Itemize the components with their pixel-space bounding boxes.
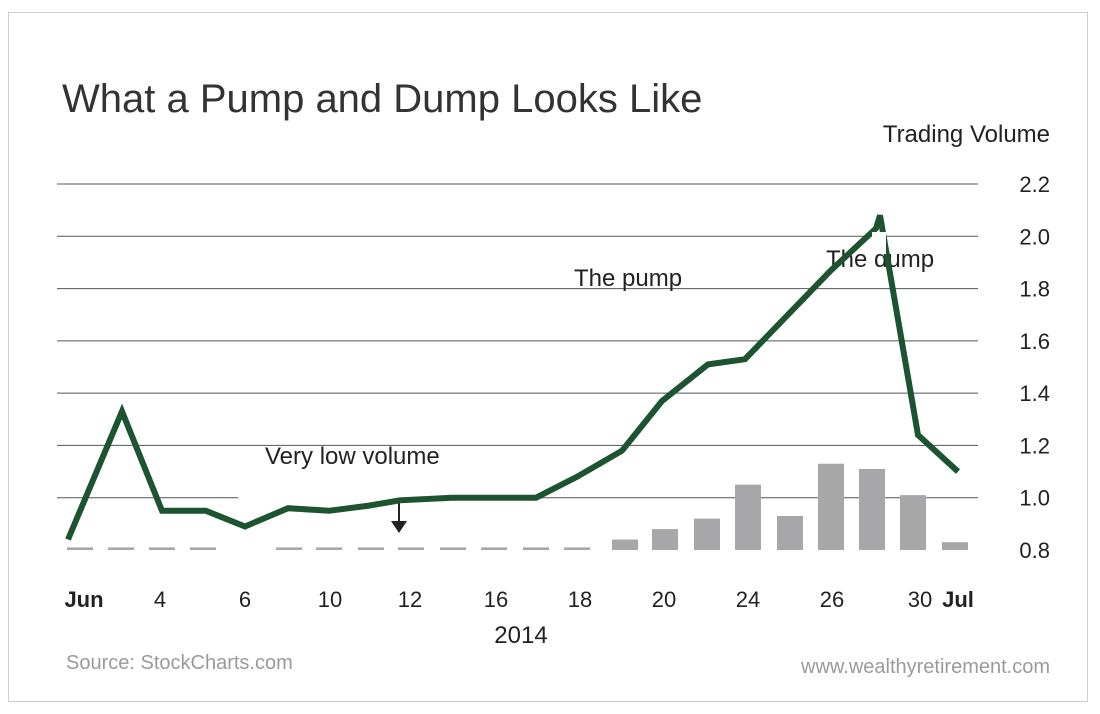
x-tick-label: 16	[484, 587, 508, 612]
volume-bar	[564, 547, 590, 550]
volume-bar	[652, 529, 678, 550]
chart-title: What a Pump and Dump Looks Like	[62, 77, 702, 121]
source-credit: Source: StockCharts.com	[66, 652, 293, 674]
y-tick-label: 1.0	[1019, 486, 1050, 511]
x-tick-label: 18	[568, 587, 592, 612]
volume-bar	[900, 495, 926, 550]
x-tick-label: 12	[398, 587, 422, 612]
x-tick-labels: Jun 4 6 10 12 16 18 20 24 26 30 Jul	[64, 587, 973, 612]
volume-bar	[735, 484, 761, 550]
volume-bar	[276, 547, 302, 550]
y-tick-label: 1.4	[1019, 381, 1050, 406]
y-tick-label: 1.2	[1019, 433, 1050, 458]
volume-bar	[942, 542, 968, 550]
volume-bar	[694, 518, 720, 550]
x-tick-label: 20	[652, 587, 676, 612]
y-tick-label: 0.8	[1019, 538, 1050, 563]
x-tick-label: 6	[239, 587, 251, 612]
volume-bar	[777, 516, 803, 550]
annotation-the-pump: The pump	[574, 265, 682, 292]
annotations: Very low volume The pump The dump	[265, 246, 934, 533]
x-axis-title: 2014	[494, 622, 547, 649]
volume-bars	[67, 463, 968, 550]
volume-bar	[316, 547, 342, 550]
annotation-very-low-volume: Very low volume	[265, 443, 440, 470]
chart-frame	[8, 12, 1088, 702]
volume-bar	[481, 547, 507, 550]
dump-label-gap	[872, 232, 886, 254]
volume-bar	[859, 468, 885, 550]
x-tick-label: 24	[736, 587, 760, 612]
y-tick-labels: 2.2 2.0 1.8 1.6 1.4 1.2 1.0 0.8	[1019, 172, 1050, 563]
x-tick-label: 4	[154, 587, 166, 612]
site-credit: www.wealthyretirement.com	[800, 656, 1050, 678]
volume-bar	[108, 547, 134, 550]
volume-bar	[358, 547, 384, 550]
volume-bar	[67, 547, 93, 550]
volume-bar	[398, 547, 424, 550]
volume-bar	[190, 547, 216, 550]
volume-bar	[612, 539, 638, 550]
annotation-arrow-head	[391, 521, 407, 533]
x-tick-label: Jun	[64, 587, 103, 612]
volume-bar	[440, 547, 466, 550]
x-tick-label: 26	[820, 587, 844, 612]
volume-line-path	[65, 214, 961, 541]
y-tick-label: 1.6	[1019, 329, 1050, 354]
y-axis-label: Trading Volume	[883, 121, 1050, 148]
x-tick-label: 30	[908, 587, 932, 612]
x-tick-label: 10	[318, 587, 342, 612]
y-tick-label: 2.0	[1019, 224, 1050, 249]
volume-line	[65, 214, 961, 541]
y-tick-label: 2.2	[1019, 172, 1050, 197]
x-tick-label: Jul	[942, 587, 974, 612]
gridlines	[57, 183, 978, 499]
y-tick-label: 1.8	[1019, 277, 1050, 302]
volume-bar	[818, 463, 844, 550]
volume-bar	[149, 547, 175, 550]
volume-bar	[523, 547, 549, 550]
